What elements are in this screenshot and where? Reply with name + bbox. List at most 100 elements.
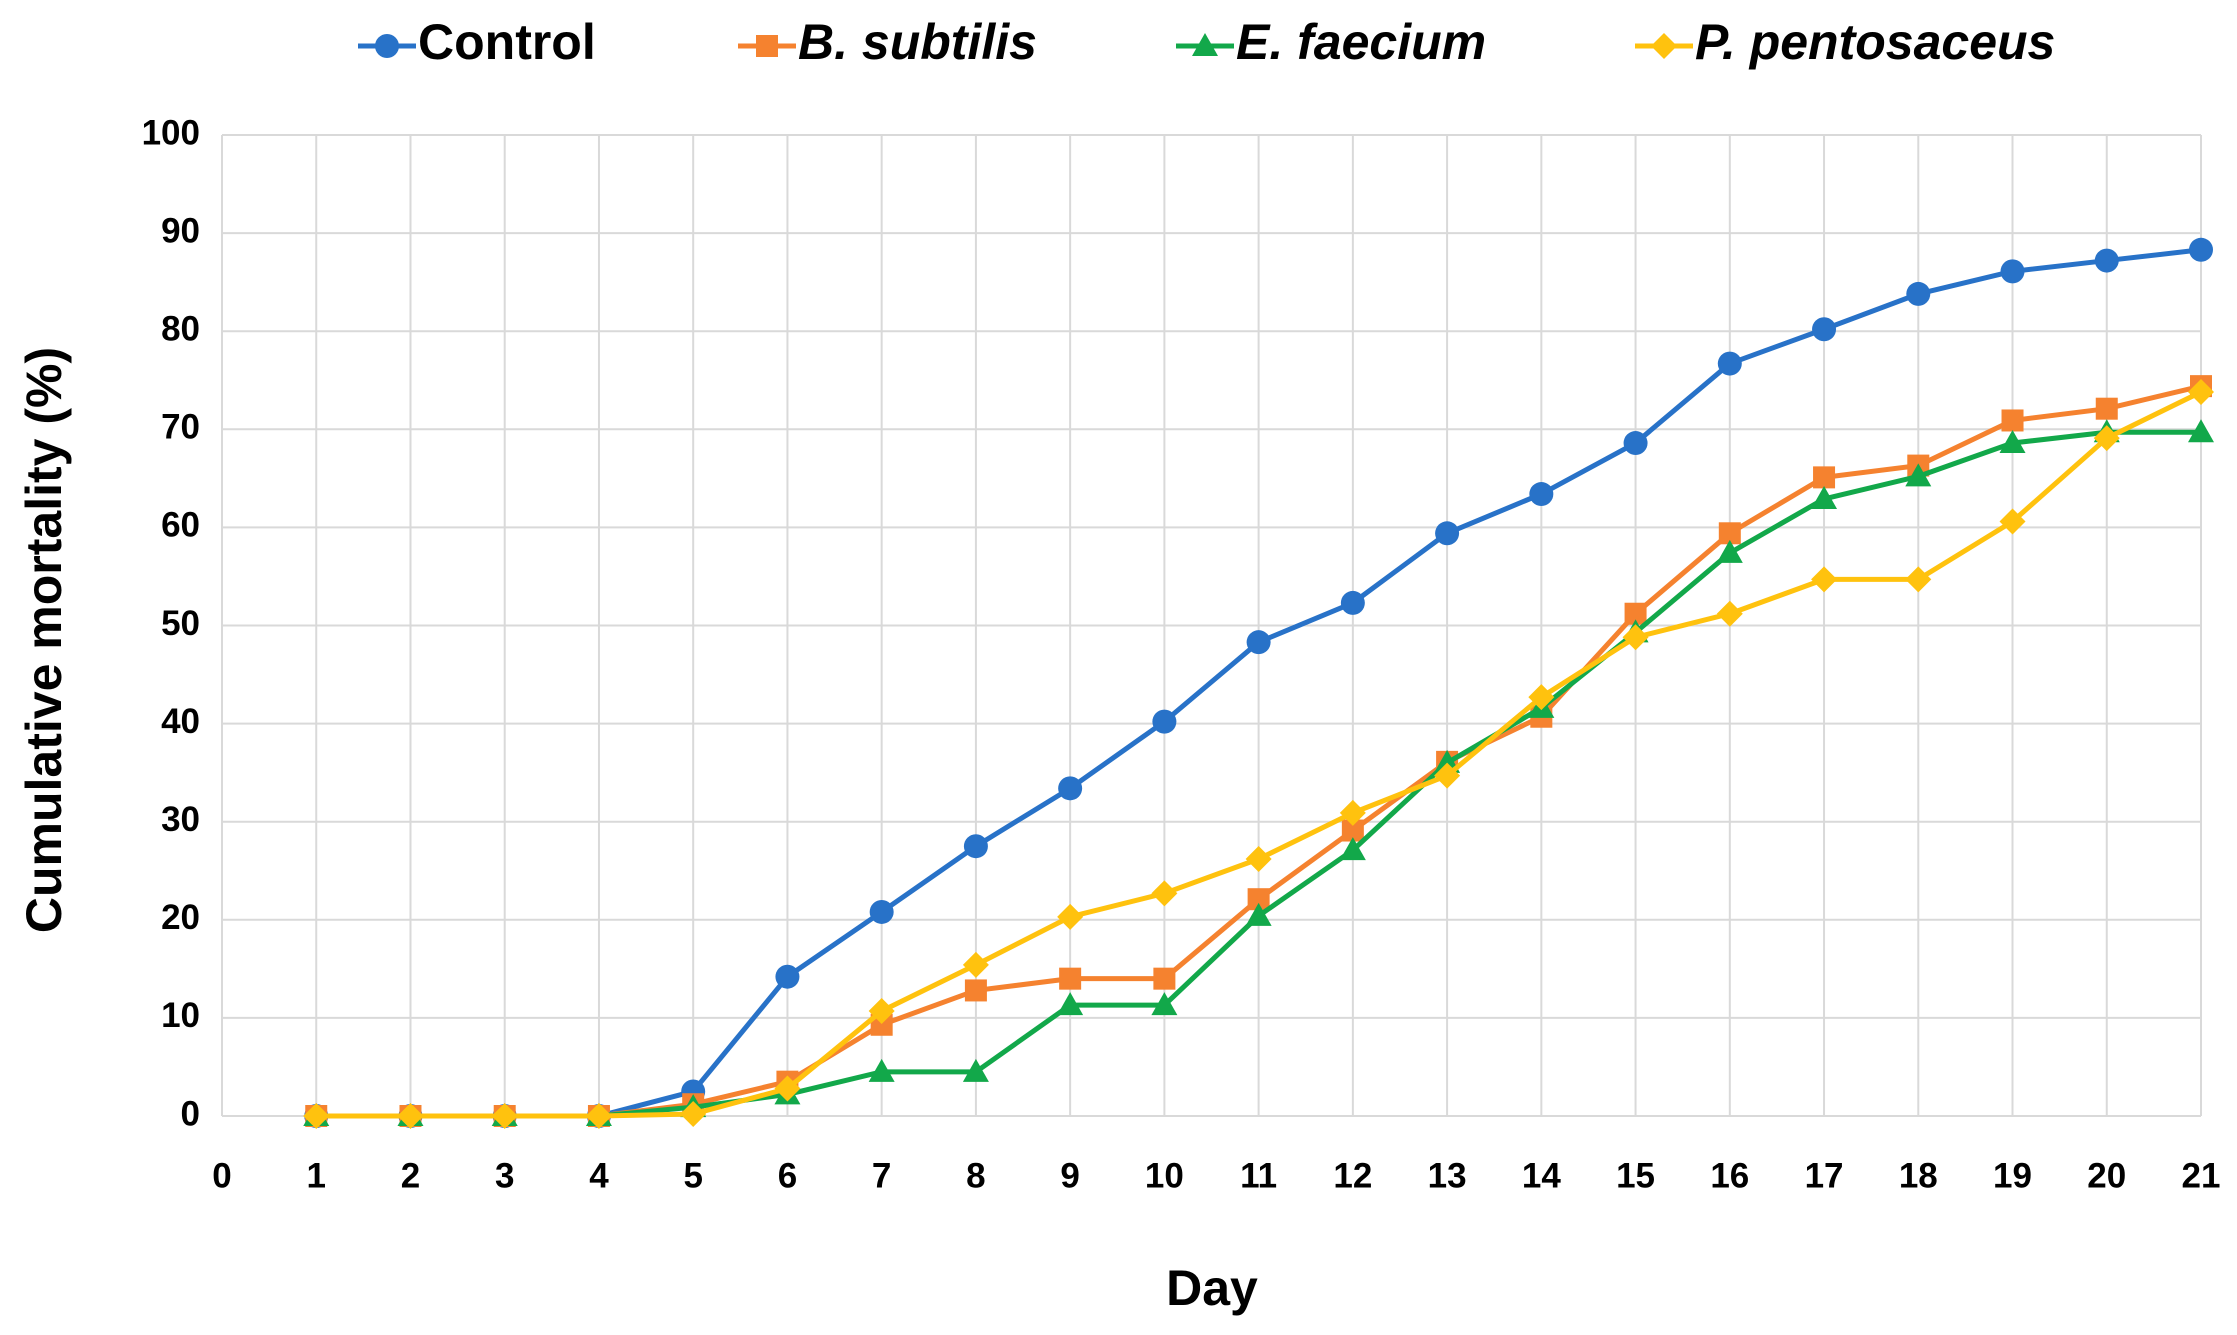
- marker: [1151, 992, 1178, 1016]
- x-tick-label: 19: [1993, 1156, 2032, 1195]
- marker: [1192, 33, 1218, 56]
- marker: [1057, 903, 1084, 930]
- marker: [964, 979, 987, 1002]
- marker: [1340, 590, 1365, 615]
- marker: [1999, 508, 2026, 535]
- marker: [870, 1013, 893, 1036]
- marker: [1999, 430, 2026, 454]
- marker: [1341, 819, 1364, 842]
- x-tick-label: 4: [589, 1156, 609, 1195]
- legend-label: E. faecium: [1236, 14, 1486, 70]
- marker: [1057, 992, 1084, 1016]
- y-tick-label: 40: [161, 702, 200, 741]
- marker: [1717, 351, 1742, 376]
- marker: [868, 1058, 895, 1082]
- marker: [375, 34, 399, 58]
- marker: [2188, 419, 2214, 443]
- y-tick-label: 80: [161, 309, 200, 348]
- marker: [1528, 684, 1555, 711]
- marker: [1435, 521, 1460, 546]
- marker: [1906, 281, 1931, 306]
- marker: [2095, 397, 2118, 420]
- x-tick-label: 14: [1522, 1156, 1561, 1195]
- y-tick-label: 60: [161, 506, 200, 545]
- marker: [775, 964, 800, 989]
- marker: [1622, 624, 1649, 651]
- marker: [2093, 425, 2120, 452]
- marker: [1716, 539, 1743, 563]
- marker: [962, 1058, 989, 1082]
- x-tick-label: 18: [1899, 1156, 1938, 1195]
- y-axis-title: Cumulative mortality (%): [16, 347, 72, 933]
- x-tick-label: 15: [1616, 1156, 1655, 1195]
- marker: [1247, 888, 1270, 911]
- marker: [1152, 709, 1177, 734]
- marker: [2094, 248, 2119, 273]
- x-tick-label: 12: [1333, 1156, 1372, 1195]
- x-axis-title: Day: [1166, 1260, 1258, 1316]
- marker: [1811, 566, 1838, 593]
- marker: [868, 998, 895, 1025]
- y-tick-label: 100: [142, 113, 200, 152]
- x-tick-label: 9: [1060, 1156, 1079, 1195]
- marker: [1529, 482, 1554, 507]
- marker: [1905, 463, 1932, 487]
- marker: [962, 951, 989, 978]
- y-tick-label: 50: [161, 604, 200, 643]
- marker: [680, 1101, 707, 1128]
- marker: [1811, 485, 1838, 509]
- marker: [1812, 317, 1837, 342]
- marker: [869, 899, 894, 924]
- marker: [1434, 762, 1461, 789]
- marker: [1059, 967, 1082, 990]
- marker: [585, 1103, 612, 1129]
- marker: [1151, 880, 1178, 907]
- x-tick-label: 8: [966, 1156, 985, 1195]
- marker: [1246, 630, 1271, 655]
- legend-label: B. subtilis: [798, 14, 1037, 70]
- marker: [303, 1103, 330, 1129]
- y-tick-label: 10: [161, 996, 200, 1035]
- marker: [1905, 566, 1932, 593]
- x-tick-label: 11: [1240, 1156, 1277, 1195]
- x-tick-label: 7: [872, 1156, 891, 1195]
- x-tick-label: 17: [1805, 1156, 1844, 1195]
- x-tick-label: 6: [778, 1156, 797, 1195]
- marker: [1058, 776, 1083, 801]
- marker: [1339, 799, 1366, 826]
- marker: [2001, 409, 2024, 432]
- y-tick-label: 70: [161, 408, 200, 447]
- marker: [1624, 602, 1647, 625]
- y-tick-label: 0: [181, 1094, 200, 1133]
- x-tick-label: 20: [2087, 1156, 2126, 1195]
- x-tick-label: 21: [2182, 1156, 2221, 1195]
- y-tick-label: 20: [161, 898, 200, 937]
- x-tick-label: 3: [495, 1156, 514, 1195]
- marker: [1339, 837, 1366, 861]
- x-tick-label: 10: [1145, 1156, 1184, 1195]
- marker: [1245, 902, 1272, 926]
- legend-label: Control: [418, 14, 596, 70]
- marker: [2000, 259, 2025, 284]
- marker: [1718, 522, 1741, 545]
- x-tick-label: 1: [307, 1156, 326, 1195]
- x-tick-label: 5: [683, 1156, 702, 1195]
- marker: [2189, 237, 2213, 262]
- marker: [1716, 600, 1743, 627]
- y-tick-label: 90: [161, 211, 200, 250]
- x-tick-label: 2: [401, 1156, 420, 1195]
- x-tick-label: 13: [1428, 1156, 1467, 1195]
- marker: [397, 1103, 424, 1129]
- marker: [756, 35, 778, 57]
- marker: [1245, 845, 1272, 872]
- marker: [1651, 33, 1677, 59]
- marker: [2188, 379, 2214, 406]
- x-tick-label: 0: [212, 1156, 231, 1195]
- marker: [1813, 466, 1836, 489]
- marker: [963, 834, 988, 859]
- x-tick-label: 16: [1710, 1156, 1749, 1195]
- marker: [491, 1103, 518, 1129]
- marker: [1153, 967, 1176, 990]
